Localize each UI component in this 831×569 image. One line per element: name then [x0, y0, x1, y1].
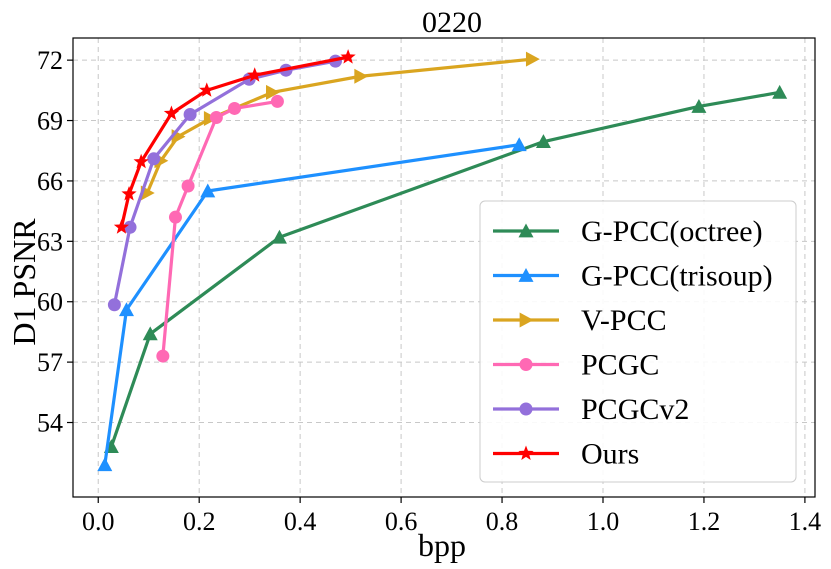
data-point	[183, 108, 197, 121]
legend-marker	[518, 223, 534, 238]
data-point	[270, 94, 284, 108]
y-tick-label: 66	[37, 167, 63, 196]
series-v-pcc	[140, 51, 540, 201]
x-tick-label: 1.0	[587, 507, 620, 536]
legend-label: V-PCC	[581, 304, 667, 337]
legend-label: Ours	[581, 438, 639, 471]
y-tick-label: 63	[37, 227, 63, 256]
y-tick-label: 60	[37, 288, 63, 317]
legend-entry: V-PCC	[493, 304, 667, 337]
x-tick-label: 1.4	[789, 507, 822, 536]
legend-entry: PCGC	[493, 349, 659, 382]
legend-marker	[519, 358, 533, 371]
data-point	[209, 111, 223, 125]
data-point	[691, 98, 707, 113]
data-point	[97, 457, 113, 472]
legend-marker	[518, 445, 534, 460]
data-point	[113, 219, 130, 234]
series-line	[112, 59, 336, 306]
data-point	[142, 326, 158, 341]
data-point	[228, 101, 242, 115]
data-point	[119, 302, 135, 317]
series-line	[161, 99, 278, 357]
series-layer	[97, 49, 788, 472]
chart-title: 0220	[422, 6, 482, 39]
legend-entry: Ours	[493, 438, 639, 471]
plot-frame	[72, 37, 816, 498]
data-point	[271, 229, 287, 244]
series-pcgc	[156, 94, 284, 363]
x-tick-label: 0.8	[486, 507, 519, 536]
data-point	[535, 134, 551, 149]
x-tick-label: 1.2	[688, 507, 721, 536]
data-point	[354, 68, 369, 84]
series-pcgcv2	[107, 54, 342, 312]
data-point	[121, 186, 137, 201]
legend-label: G-PCC(octree)	[581, 215, 763, 248]
data-point	[123, 220, 137, 234]
y-tick-label: 57	[37, 348, 63, 377]
legend-label: PCGCv2	[581, 393, 689, 426]
data-point	[266, 84, 280, 100]
y-tick-label: 54	[37, 409, 63, 438]
legend-entry: G-PCC(trisoup)	[493, 260, 773, 293]
data-point	[199, 82, 215, 97]
x-tick-label: 0.2	[183, 507, 216, 536]
series-line	[119, 55, 349, 228]
y-tick-label: 72	[37, 46, 63, 75]
data-point	[247, 67, 263, 82]
data-point	[163, 105, 180, 120]
legend-marker	[519, 312, 534, 328]
series-g-pcc-octree	[103, 84, 788, 454]
data-point	[168, 210, 182, 224]
y-axis-label: D1 PSNR	[6, 218, 42, 346]
x-tick-label: 0.6	[385, 507, 418, 536]
x-tick-label: 0.4	[284, 507, 317, 536]
data-point	[200, 183, 216, 198]
legend-marker	[518, 268, 534, 282]
legend-marker	[519, 402, 533, 416]
data-point	[525, 51, 540, 67]
series-g-pcc-trisoup	[97, 137, 527, 472]
data-point	[340, 49, 356, 64]
data-point	[772, 84, 788, 99]
legend-box	[479, 200, 797, 483]
series-ours	[113, 49, 356, 234]
legend: G-PCC(octree) G-PCC(trisoup) V-PCC PCGC PCGC…	[479, 200, 797, 483]
legend-label: G-PCC(trisoup)	[581, 260, 773, 293]
legend-entry: PCGCv2	[493, 393, 689, 426]
data-point	[181, 179, 195, 193]
data-point	[156, 349, 170, 363]
data-point	[133, 153, 149, 169]
x-axis-label: bpp	[418, 527, 466, 563]
series-line	[109, 90, 780, 448]
data-point	[107, 298, 121, 312]
data-point	[147, 152, 161, 166]
x-tick-label: 0.0	[82, 507, 115, 536]
y-tick-label: 69	[37, 107, 63, 136]
data-point	[511, 137, 527, 152]
legend-entry: G-PCC(octree)	[493, 215, 763, 248]
legend-label: PCGC	[581, 349, 659, 382]
series-line	[103, 143, 520, 466]
axis-ticks: 0.0 0.2 0.4 0.6 0.8 1.0 1.2 1.4 54 57 60 63 66 69 72	[37, 46, 821, 536]
